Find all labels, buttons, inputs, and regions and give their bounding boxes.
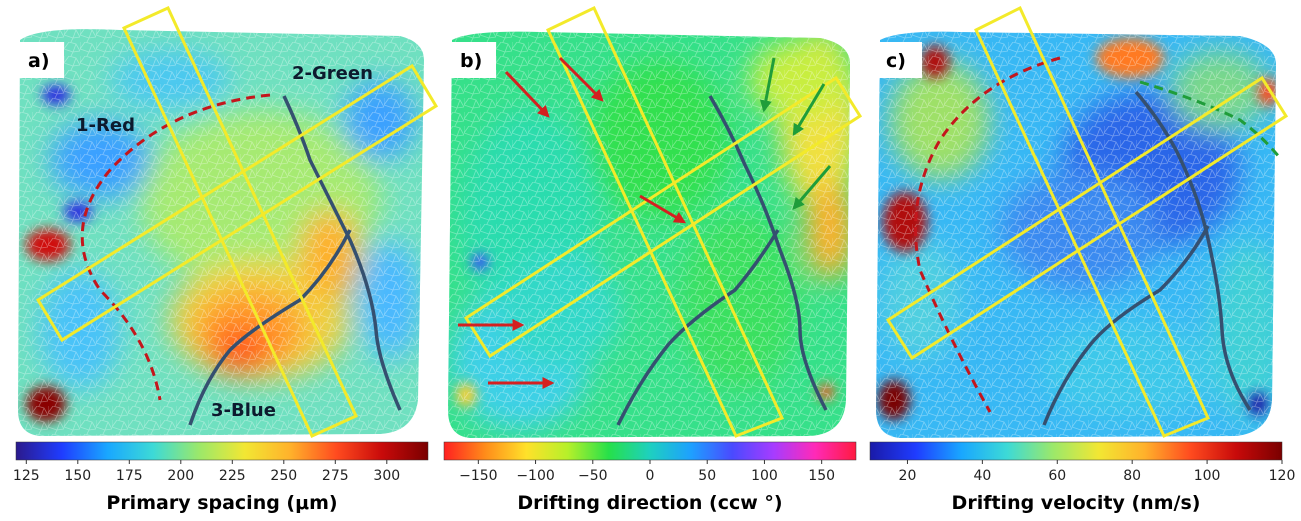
colorbar-tick-label: 200 xyxy=(167,468,194,484)
panel-b: b) −150 −100 −50 0 50 100 150 Drifting directi… xyxy=(443,5,863,514)
panel-a-label: a) xyxy=(28,50,50,72)
colorbar-tick-label: 100 xyxy=(1194,468,1221,484)
colorbar-tick-label: 125 xyxy=(13,468,40,484)
panel-c-label: c) xyxy=(886,50,906,72)
region-label-1-red: 1-Red xyxy=(76,115,135,136)
colorbar-tick-label: 150 xyxy=(808,468,835,484)
panel-c-box-vertical xyxy=(974,5,1211,438)
panel-b-colorbar xyxy=(443,441,857,461)
panel-b-colorbar-ticks: −150 −100 −50 0 50 100 150 xyxy=(459,460,835,484)
panel-c-boundary-line-2 xyxy=(1042,225,1210,426)
colorbar-tick-label: −50 xyxy=(578,468,608,484)
panel-a-boundary-line-1 xyxy=(282,95,402,411)
panel-c-red-dashed-boundary xyxy=(914,56,1061,413)
panel-c-box-diagonal xyxy=(885,75,1289,361)
region-label-3-blue: 3-Blue xyxy=(211,400,276,421)
colorbar-tick-label: 80 xyxy=(1123,468,1141,484)
panel-b-boundary-line-1 xyxy=(708,95,828,411)
colorbar-tick-label: 175 xyxy=(116,468,143,484)
colorbar-tick-label: 120 xyxy=(1269,468,1296,484)
panel-b-green-arrows xyxy=(759,57,832,210)
colorbar-tick-label: 100 xyxy=(751,468,778,484)
colorbar-tick-label: 275 xyxy=(322,468,349,484)
panel-b-map xyxy=(448,31,850,439)
panel-a-colorbar xyxy=(15,441,429,461)
colorbar-tick-label: 20 xyxy=(899,468,917,484)
panel-c-map xyxy=(876,31,1276,439)
panel-b-label-box xyxy=(450,42,496,78)
panel-a-box-vertical xyxy=(122,6,358,438)
panel-c-label-box xyxy=(876,42,922,78)
panel-b-box-vertical xyxy=(546,5,785,438)
panel-b-label: b) xyxy=(460,50,482,72)
panel-c-colorbar-ticks: 20 40 60 80 100 120 xyxy=(899,460,1296,484)
region-label-2-green: 2-Green xyxy=(292,63,373,84)
panel-c-green-dashed-boundary xyxy=(1139,80,1282,159)
panel-a-box-diagonal xyxy=(35,63,439,343)
panel-a-colorbar-title: Primary spacing (μm) xyxy=(106,492,337,514)
colorbar-tick-label: 250 xyxy=(270,468,297,484)
colorbar-tick-label: 60 xyxy=(1048,468,1066,484)
colorbar-tick-label: 0 xyxy=(646,468,655,484)
colorbar-tick-label: 225 xyxy=(219,468,246,484)
panel-c-colorbar xyxy=(869,441,1283,461)
panel-a-map xyxy=(18,29,424,436)
colorbar-tick-label: −100 xyxy=(516,468,554,484)
panel-a-colorbar-ticks: 125 150 175 200 225 250 275 300 xyxy=(13,460,400,484)
panel-a-boundary-line-2 xyxy=(188,229,352,426)
colorbar-tick-label: 300 xyxy=(373,468,400,484)
panel-c: c) 20 40 60 80 100 120 Drifting velocity (nm/… xyxy=(868,5,1296,514)
panel-b-box-diagonal xyxy=(463,75,863,359)
colorbar-tick-label: 40 xyxy=(973,468,991,484)
panel-a: a) 1-Red 2-Green 3-Blue 125 150 175 200 225 2… xyxy=(12,6,439,514)
panel-a-label-box xyxy=(18,42,64,78)
colorbar-tick-label: 50 xyxy=(698,468,716,484)
colorbar-tick-label: −150 xyxy=(459,468,497,484)
panel-b-red-arrows xyxy=(458,56,687,389)
panel-b-colorbar-title: Drifting direction (ccw °) xyxy=(517,492,782,514)
colorbar-tick-label: 150 xyxy=(64,468,91,484)
panel-b-boundary-line-2 xyxy=(616,229,780,426)
panel-c-colorbar-title: Drifting velocity (nm/s) xyxy=(952,492,1201,514)
